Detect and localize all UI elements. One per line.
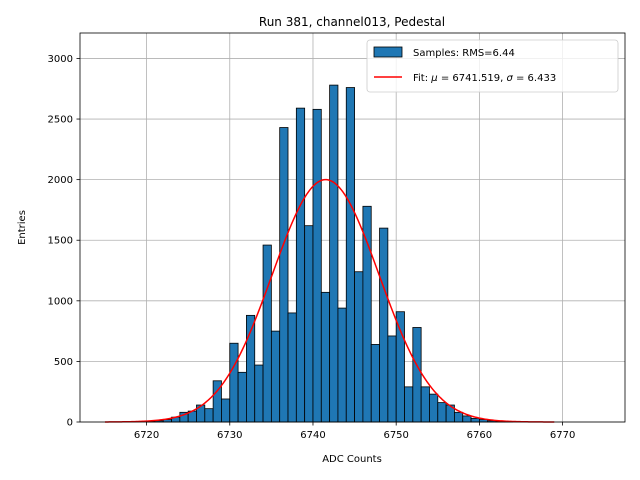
histogram-bar: [329, 84, 339, 423]
legend-label-samples: Samples: RMS=6.44: [413, 48, 515, 59]
histogram-bar: [454, 411, 464, 423]
legend-box: [366, 39, 619, 93]
x-tick-label: 6740: [300, 430, 325, 441]
x-axis-ticks: 6720 6730 6740 6750 6760 6770: [134, 422, 575, 441]
histogram-bar: [237, 371, 247, 423]
y-tick-label: 2000: [48, 175, 73, 186]
x-tick-label: 6730: [217, 430, 242, 441]
histogram-bar: [287, 312, 297, 423]
y-tick-label: 500: [54, 357, 73, 368]
legend-swatch-samples: [373, 46, 403, 58]
histogram-bar: [221, 398, 231, 423]
legend-label-fit: Fit: μ = 6741.519, σ = 6.433: [413, 73, 556, 84]
histogram-bars: [146, 84, 514, 423]
y-tick-label: 3000: [48, 54, 73, 65]
y-tick-label: 1000: [48, 296, 73, 307]
histogram-bar: [204, 408, 214, 423]
histogram-bar: [262, 244, 272, 423]
chart-title: Run 381, channel013, Pedestal: [259, 15, 445, 29]
histogram-bar: [429, 393, 439, 423]
x-axis-label: ADC Counts: [322, 454, 382, 465]
histogram-bar: [370, 344, 380, 423]
histogram-bar: [395, 311, 405, 423]
y-tick-label: 2500: [48, 115, 73, 126]
histogram-bar: [270, 330, 281, 423]
histogram-bar: [345, 87, 355, 423]
x-tick-label: 6750: [383, 430, 408, 441]
histogram-bar: [412, 327, 422, 423]
histogram-bar: [437, 402, 447, 423]
y-axis-ticks: 0 500 1000 1500 2000 2500 3000: [48, 54, 80, 429]
plot-frame: [79, 32, 626, 423]
legend: Samples: RMS=6.44 Fit: μ = 6741.519, σ =…: [366, 39, 619, 93]
histogram-bar: [420, 386, 430, 423]
y-tick-label: 0: [67, 418, 73, 429]
x-tick-label: 6720: [134, 430, 159, 441]
fit-curve: [104, 178, 555, 423]
histogram-bar: [354, 271, 364, 423]
histogram-bar: [387, 335, 397, 423]
histogram-bar: [279, 127, 289, 423]
histogram-bar: [362, 205, 372, 423]
y-axis-label: Entries: [17, 210, 28, 245]
histogram-bar: [295, 107, 306, 423]
histogram-bar: [229, 342, 239, 423]
x-tick-label: 6770: [550, 430, 575, 441]
histogram-bar: [404, 386, 414, 423]
histogram-bar: [312, 108, 322, 423]
histogram-bar: [462, 415, 472, 423]
histogram-bar: [304, 225, 314, 423]
histogram-bar: [337, 307, 347, 423]
histogram-bar: [320, 291, 331, 423]
y-tick-label: 1500: [48, 236, 73, 247]
histogram-bar: [470, 417, 480, 423]
histogram-bar: [254, 364, 264, 423]
x-tick-label: 6760: [467, 430, 492, 441]
histogram-bar: [379, 227, 389, 423]
